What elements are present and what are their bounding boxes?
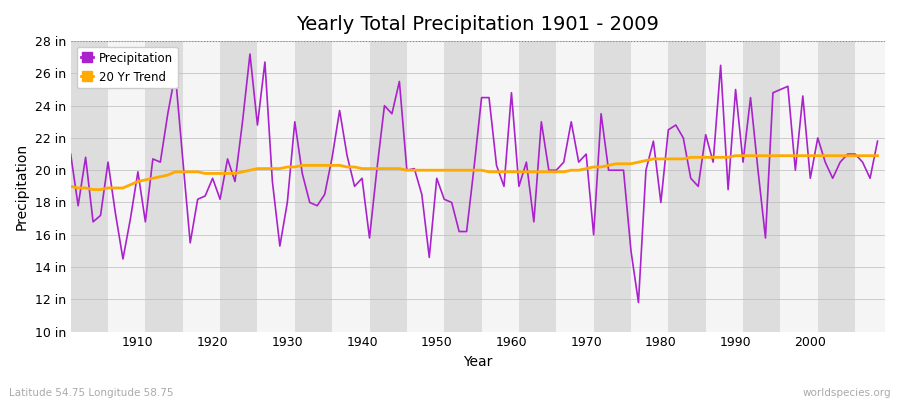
Bar [855, 41, 885, 332]
Text: Latitude 54.75 Longitude 58.75: Latitude 54.75 Longitude 58.75 [9, 388, 174, 398]
Bar [482, 41, 519, 332]
Bar [519, 41, 556, 332]
Bar [71, 41, 108, 332]
Bar [295, 41, 332, 332]
Bar [257, 41, 295, 332]
Title: Yearly Total Precipitation 1901 - 2009: Yearly Total Precipitation 1901 - 2009 [296, 15, 660, 34]
Bar [556, 41, 594, 332]
Bar [407, 41, 445, 332]
Text: worldspecies.org: worldspecies.org [803, 388, 891, 398]
Bar [594, 41, 631, 332]
Bar [780, 41, 818, 332]
Y-axis label: Precipitation: Precipitation [15, 143, 29, 230]
X-axis label: Year: Year [464, 355, 492, 369]
Bar [706, 41, 743, 332]
Bar [146, 41, 183, 332]
Legend: Precipitation, 20 Yr Trend: Precipitation, 20 Yr Trend [76, 47, 178, 88]
Bar [669, 41, 706, 332]
Bar [332, 41, 370, 332]
Bar [743, 41, 780, 332]
Bar [370, 41, 407, 332]
Bar [445, 41, 482, 332]
Bar [220, 41, 257, 332]
Bar [183, 41, 220, 332]
Bar [108, 41, 146, 332]
Bar [818, 41, 855, 332]
Bar [631, 41, 669, 332]
